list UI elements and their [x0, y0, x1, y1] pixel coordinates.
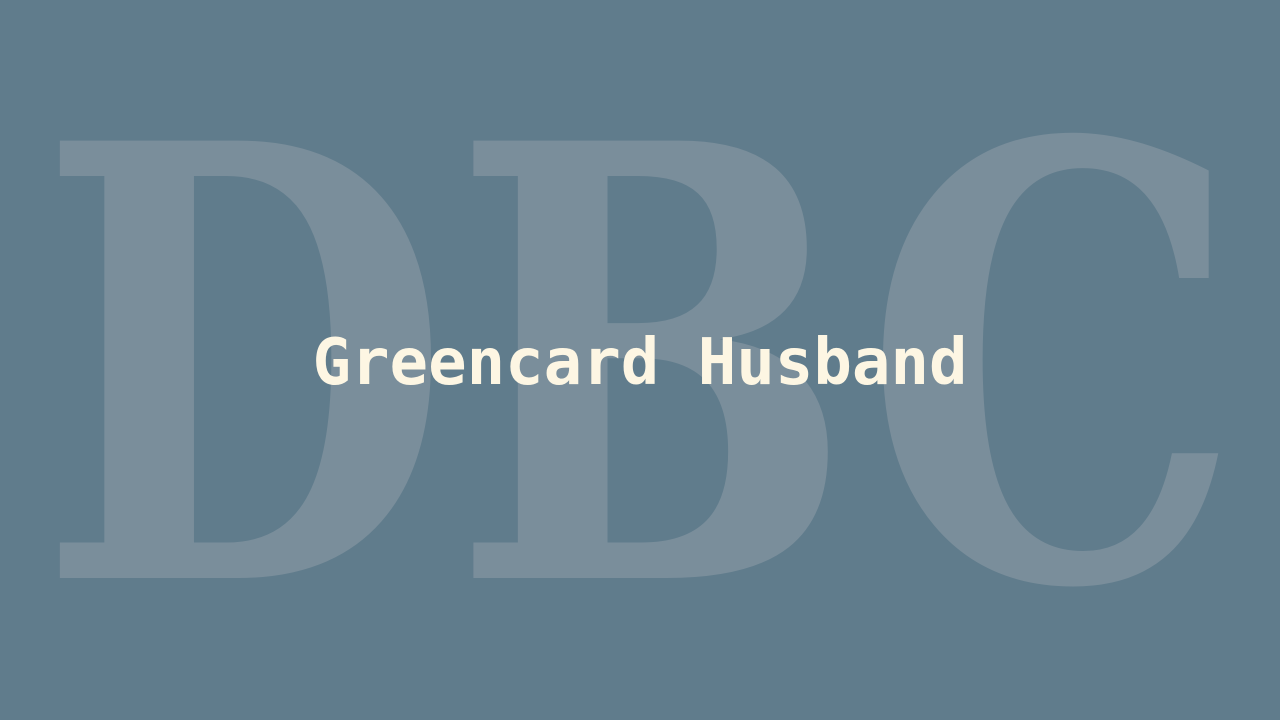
video-title: Greencard Husband — [312, 326, 968, 400]
watermark-text: DBC — [38, 15, 1243, 720]
